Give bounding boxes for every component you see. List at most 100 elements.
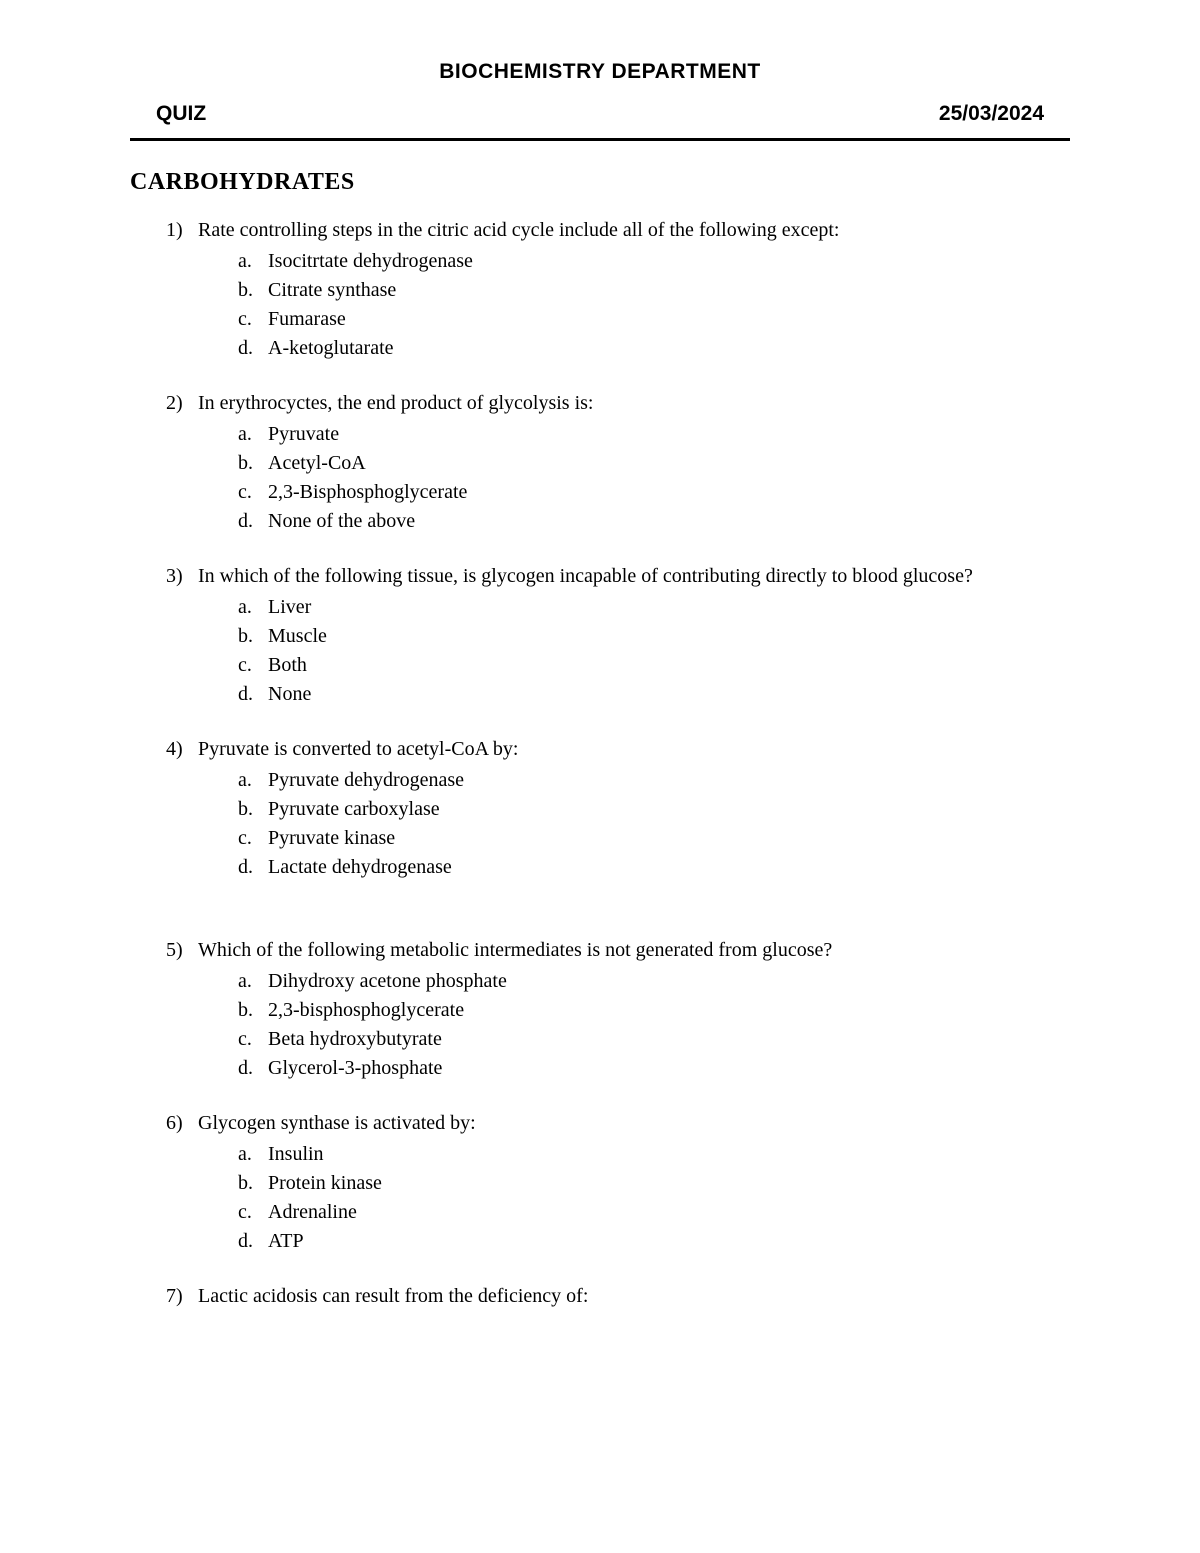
option-text: Pyruvate <box>268 420 339 449</box>
option-text: Liver <box>268 593 311 622</box>
question-row: 4)Pyruvate is converted to acetyl-CoA by… <box>166 735 1070 764</box>
question-text: Which of the following metabolic interme… <box>198 936 1070 965</box>
question-text: In which of the following tissue, is gly… <box>198 562 1070 591</box>
option-row: b.Muscle <box>238 622 1070 651</box>
option-row: b.Citrate synthase <box>238 276 1070 305</box>
question-number: 1) <box>166 216 198 245</box>
question-text: Glycogen synthase is activated by: <box>198 1109 1070 1138</box>
question-number: 3) <box>166 562 198 591</box>
question-row: 2)In erythrocyctes, the end product of g… <box>166 389 1070 418</box>
option-text: ATP <box>268 1227 304 1256</box>
option-text: Beta hydroxybutyrate <box>268 1025 442 1054</box>
option-letter: b. <box>238 1169 268 1198</box>
option-text: Fumarase <box>268 305 346 334</box>
section-title: CARBOHYDRATES <box>130 169 1070 196</box>
option-text: Protein kinase <box>268 1169 382 1198</box>
option-letter: c. <box>238 478 268 507</box>
option-text: 2,3-Bisphosphoglycerate <box>268 478 467 507</box>
option-text: Citrate synthase <box>268 276 396 305</box>
option-row: a.Liver <box>238 593 1070 622</box>
option-text: Acetyl-CoA <box>268 449 366 478</box>
option-row: c.2,3-Bisphosphoglycerate <box>238 478 1070 507</box>
option-row: c.Both <box>238 651 1070 680</box>
option-row: a.Dihydroxy acetone phosphate <box>238 967 1070 996</box>
option-letter: b. <box>238 795 268 824</box>
option-text: Muscle <box>268 622 327 651</box>
question-text: Rate controlling steps in the citric aci… <box>198 216 1070 245</box>
question-text: Lactic acidosis can result from the defi… <box>198 1282 1070 1311</box>
option-text: A-ketoglutarate <box>268 334 394 363</box>
question-text: Pyruvate is converted to acetyl-CoA by: <box>198 735 1070 764</box>
option-row: c.Beta hydroxybutyrate <box>238 1025 1070 1054</box>
option-letter: c. <box>238 824 268 853</box>
option-row: d.ATP <box>238 1227 1070 1256</box>
option-row: b.2,3-bisphosphoglycerate <box>238 996 1070 1025</box>
question-row: 1)Rate controlling steps in the citric a… <box>166 216 1070 245</box>
option-text: Pyruvate kinase <box>268 824 395 853</box>
option-letter: b. <box>238 622 268 651</box>
question-row: 7)Lactic acidosis can result from the de… <box>166 1282 1070 1311</box>
question-number: 6) <box>166 1109 198 1138</box>
option-letter: d. <box>238 507 268 536</box>
option-row: b.Protein kinase <box>238 1169 1070 1198</box>
option-row: a.Pyruvate <box>238 420 1070 449</box>
option-row: a.Isocitrtate dehydrogenase <box>238 247 1070 276</box>
option-letter: c. <box>238 305 268 334</box>
option-text: Pyruvate carboxylase <box>268 795 440 824</box>
option-letter: a. <box>238 593 268 622</box>
question-row: 3)In which of the following tissue, is g… <box>166 562 1070 591</box>
question-number: 4) <box>166 735 198 764</box>
option-row: c.Fumarase <box>238 305 1070 334</box>
options-list: a.Isocitrtate dehydrogenaseb.Citrate syn… <box>166 247 1070 363</box>
option-letter: c. <box>238 651 268 680</box>
option-row: d.None of the above <box>238 507 1070 536</box>
option-letter: a. <box>238 766 268 795</box>
option-row: d.Glycerol-3-phosphate <box>238 1054 1070 1083</box>
quiz-label: QUIZ <box>156 102 206 126</box>
option-row: d.A-ketoglutarate <box>238 334 1070 363</box>
options-list: a.Pyruvateb.Acetyl-CoAc.2,3-Bisphosphogl… <box>166 420 1070 536</box>
option-text: 2,3-bisphosphoglycerate <box>268 996 464 1025</box>
option-text: Dihydroxy acetone phosphate <box>268 967 507 996</box>
option-letter: a. <box>238 1140 268 1169</box>
option-text: None of the above <box>268 507 415 536</box>
option-letter: b. <box>238 996 268 1025</box>
option-row: b.Acetyl-CoA <box>238 449 1070 478</box>
option-row: b.Pyruvate carboxylase <box>238 795 1070 824</box>
option-text: Lactate dehydrogenase <box>268 853 452 882</box>
questions-container: 1)Rate controlling steps in the citric a… <box>130 216 1070 1311</box>
question-number: 2) <box>166 389 198 418</box>
option-text: Insulin <box>268 1140 324 1169</box>
option-letter: b. <box>238 276 268 305</box>
option-letter: c. <box>238 1198 268 1227</box>
option-row: c.Adrenaline <box>238 1198 1070 1227</box>
option-letter: d. <box>238 334 268 363</box>
option-letter: a. <box>238 967 268 996</box>
option-letter: b. <box>238 449 268 478</box>
question: 1)Rate controlling steps in the citric a… <box>166 216 1070 363</box>
quiz-date: 25/03/2024 <box>939 102 1044 126</box>
question-number: 5) <box>166 936 198 965</box>
option-row: a.Pyruvate dehydrogenase <box>238 766 1070 795</box>
option-row: d.Lactate dehydrogenase <box>238 853 1070 882</box>
option-text: Both <box>268 651 307 680</box>
option-letter: d. <box>238 680 268 709</box>
option-text: Adrenaline <box>268 1198 357 1227</box>
option-text: Glycerol-3-phosphate <box>268 1054 442 1083</box>
question-number: 7) <box>166 1282 198 1311</box>
option-text: Isocitrtate dehydrogenase <box>268 247 473 276</box>
question: 5)Which of the following metabolic inter… <box>166 936 1070 1083</box>
option-row: c.Pyruvate kinase <box>238 824 1070 853</box>
option-letter: d. <box>238 853 268 882</box>
question-row: 5)Which of the following metabolic inter… <box>166 936 1070 965</box>
option-letter: d. <box>238 1227 268 1256</box>
question: 2)In erythrocyctes, the end product of g… <box>166 389 1070 536</box>
question: 3)In which of the following tissue, is g… <box>166 562 1070 709</box>
option-letter: a. <box>238 247 268 276</box>
header-row: QUIZ 25/03/2024 <box>130 102 1070 141</box>
options-list: a.Insulinb.Protein kinasec.Adrenalined.A… <box>166 1140 1070 1256</box>
option-row: d.None <box>238 680 1070 709</box>
option-text: Pyruvate dehydrogenase <box>268 766 464 795</box>
option-letter: d. <box>238 1054 268 1083</box>
options-list: a.Liverb.Musclec.Bothd.None <box>166 593 1070 709</box>
